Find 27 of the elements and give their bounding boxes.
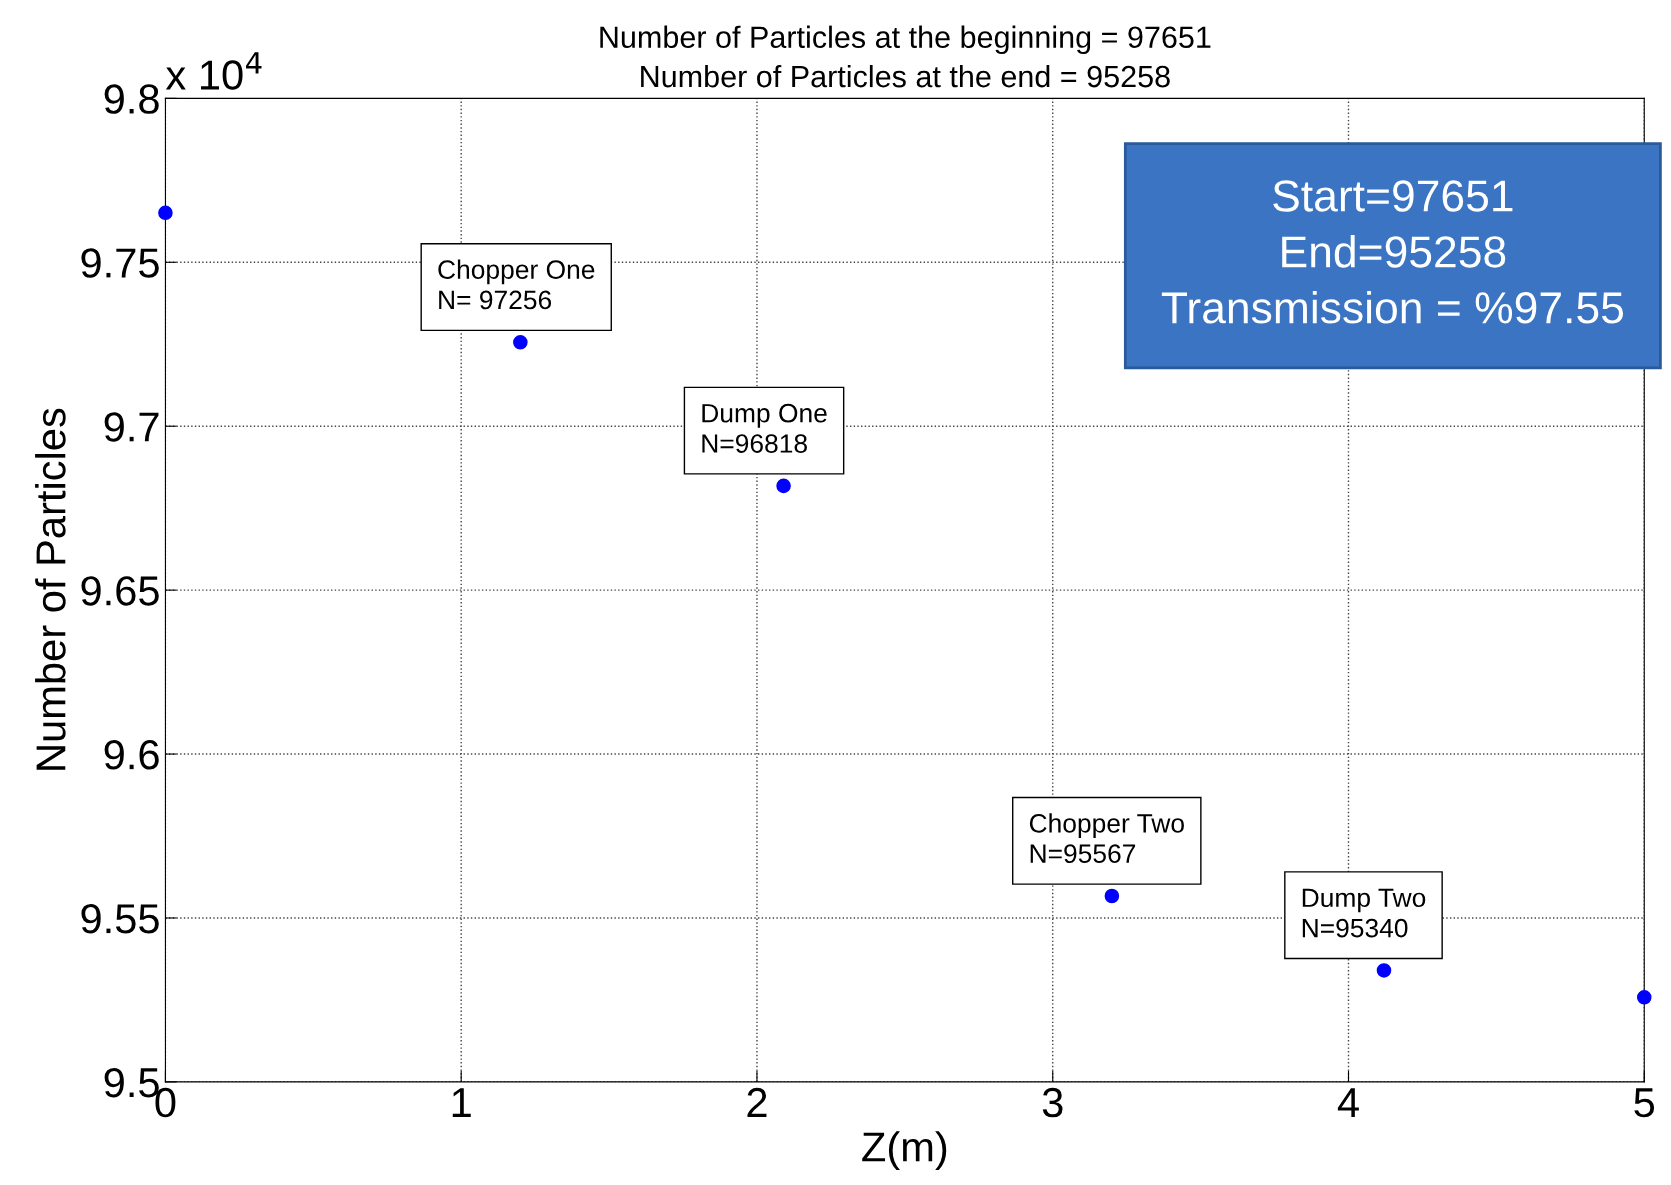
x-tick-label: 5 (1634, 1088, 1655, 1118)
point (1104, 888, 1120, 904)
point (1636, 990, 1652, 1005)
y-tick-label: 9.7 (104, 412, 159, 442)
y-tick-label: 9.6 (104, 740, 159, 770)
x-tick-label: 4 (1337, 1088, 1359, 1117)
chart-title: Number of Particles at the beginning = 97651 (600, 25, 1211, 55)
x-tick-label: 2 (747, 1087, 767, 1117)
y-tick-label: 9.65 (81, 576, 159, 606)
x-tick-label: 3 (1042, 1087, 1063, 1118)
y-tick-label: 9.75 (81, 248, 159, 278)
y-tick-label: 9.55 (81, 903, 159, 934)
annotation: Dump Two N=95340 (1302, 888, 1426, 938)
point (513, 334, 528, 350)
text: x 10$^{4}$ (165, 52, 262, 90)
x-tick-label: 1 (452, 1088, 471, 1117)
annotation: Chopper One N= 97256 (438, 259, 595, 310)
annotation: Start=97651 End=95258 Transmission = %97.55 (1161, 180, 1623, 324)
x-axis-title: Z(m) (862, 1131, 947, 1170)
point (158, 205, 173, 221)
y-axis-title: Number of Particles (35, 408, 66, 770)
chart-subtitle: Number of Particles at the end = 95258 (641, 64, 1170, 88)
y-tick-label: 9.8 (104, 84, 159, 114)
point (776, 478, 791, 494)
point (1376, 963, 1392, 978)
annotation: Chopper Two N=95567 (1029, 813, 1184, 864)
annotation: Dump One N=96818 (702, 403, 827, 453)
